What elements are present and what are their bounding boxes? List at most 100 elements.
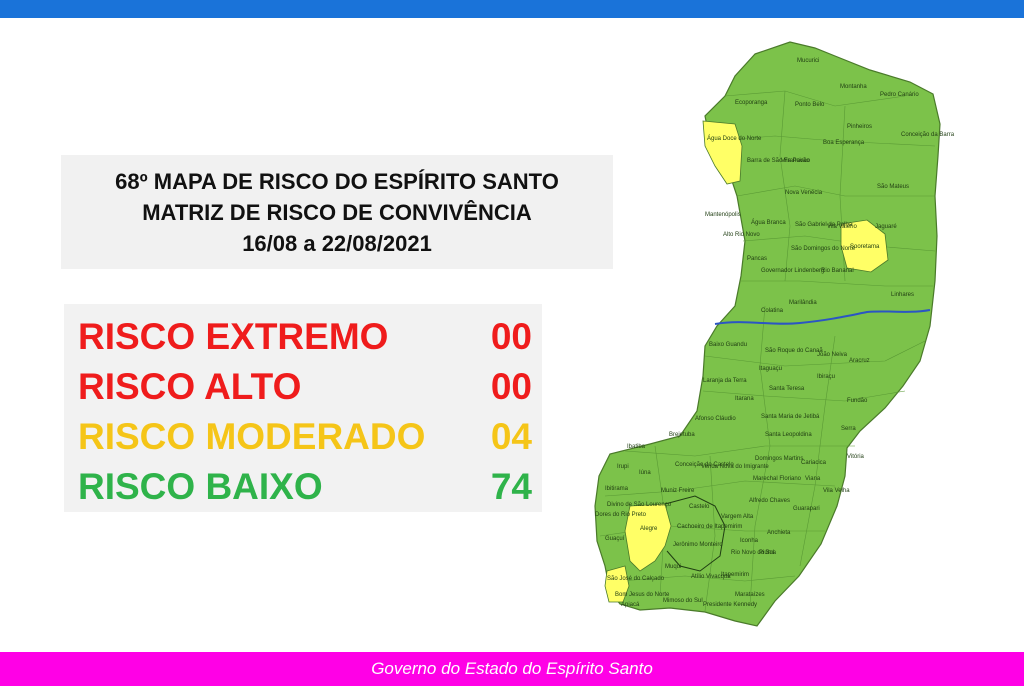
map-label: Cachoeiro de Itapemirim xyxy=(677,524,743,530)
state-map-svg xyxy=(594,41,941,627)
map-label: Vitória xyxy=(847,454,864,460)
map-label: Fundão xyxy=(847,398,868,404)
risk-count-alto: 00 xyxy=(490,366,532,407)
map-label: Apiacá xyxy=(621,602,640,608)
map-label: Piúma xyxy=(759,550,777,556)
map-label: Viana xyxy=(805,476,821,482)
map-label: Baixo Guandu xyxy=(709,342,748,348)
footer-government-text: Governo do Estado do Espírito Santo xyxy=(371,659,653,678)
map-label: Mimoso do Sul xyxy=(663,598,703,604)
map-label: Vila Pavão xyxy=(781,158,810,164)
map-label: Anchieta xyxy=(767,530,791,536)
title-line-1: 68º MAPA DE RISCO DO ESPÍRITO SANTO xyxy=(115,168,559,194)
risk-label-alto: RISCO ALTO xyxy=(78,366,302,407)
map-label: Pinheiros xyxy=(847,124,873,130)
map-label: Santa Teresa xyxy=(769,386,805,392)
map-label: Pancas xyxy=(747,256,768,262)
map-label: Pedro Canário xyxy=(880,92,919,98)
map-label: Jaguaré xyxy=(875,224,897,230)
risk-row-alto: RISCO ALTO 00 xyxy=(78,362,532,412)
risk-row-baixo: RISCO BAIXO 74 xyxy=(78,462,532,512)
map-label: Brejetuba xyxy=(669,432,695,438)
cachoeiro-border xyxy=(664,495,726,572)
map-label: Itaguaçu xyxy=(759,366,783,372)
yellow-area-alegre xyxy=(624,503,672,572)
map-label: Marilândia xyxy=(789,300,817,306)
map-label: Cariacica xyxy=(801,460,827,466)
map-label: Vila Velha xyxy=(823,488,850,494)
rio-doce-river xyxy=(714,309,931,325)
espirito-santo-risk-map: Mucurici Montanha Pedro Canário Ecoporan… xyxy=(585,36,955,636)
map-label: Muqui xyxy=(665,564,682,570)
map-label: Santa Maria de Jetibá xyxy=(761,414,820,420)
map-label: Mantenópolis xyxy=(705,212,741,218)
map-label: Ibiraçu xyxy=(817,374,836,380)
map-label: Alfredo Chaves xyxy=(749,498,791,504)
map-label: Rio Novo do Sul xyxy=(731,550,775,556)
state-outline xyxy=(594,41,941,627)
map-label: Conceição do Castelo xyxy=(675,462,734,468)
map-label: Ibatiba xyxy=(627,444,646,450)
map-label: Venda Nova do Imigrante xyxy=(701,464,769,470)
map-label: Aracruz xyxy=(849,358,870,364)
map-label: Itarana xyxy=(735,396,754,402)
map-label: Irupi xyxy=(617,464,629,470)
map-label: Presidente Kennedy xyxy=(703,602,758,608)
map-label: Ponto Belo xyxy=(795,102,825,108)
map-label: Bom Jesus do Norte xyxy=(615,592,670,598)
map-label: Linhares xyxy=(891,292,915,298)
map-label: Ecoporanga xyxy=(735,100,768,106)
map-label: Vargem Alta xyxy=(721,514,754,520)
risk-label-extremo: RISCO EXTREMO xyxy=(78,316,389,357)
map-label: Serra xyxy=(841,426,856,432)
map-label: São Mateus xyxy=(877,184,910,190)
risk-label-moderado: RISCO MODERADO xyxy=(78,416,426,457)
yellow-area-agua-doce xyxy=(702,120,743,185)
map-label: Laranja da Terra xyxy=(703,378,747,384)
map-label: São Domingos do Norte xyxy=(791,246,856,252)
map-label: Muniz Freire xyxy=(661,488,695,494)
map-label: São José do Calçado xyxy=(607,576,665,582)
map-label: Colatina xyxy=(761,308,784,314)
map-label: São Roque do Canaã xyxy=(765,348,823,354)
map-label: Afonso Cláudio xyxy=(695,416,736,422)
map-label: Nova Venécia xyxy=(785,190,823,196)
map-label: Itapemirim xyxy=(721,572,750,578)
risk-count-extremo: 00 xyxy=(490,316,532,357)
map-label: Domingos Martins xyxy=(755,456,804,462)
map-label: Jerônimo Monteiro xyxy=(673,542,723,548)
map-label: João Neiva xyxy=(817,352,848,358)
footer-bar: Governo do Estado do Espírito Santo xyxy=(0,652,1024,686)
map-label: Marataízes xyxy=(735,592,765,598)
risk-row-extremo: RISCO EXTREMO 00 xyxy=(78,312,532,362)
map-label: Barra de São Francisco xyxy=(747,158,811,164)
map-label: Ibitirama xyxy=(605,486,629,492)
yellow-area-sao-jose-calcado xyxy=(604,565,630,603)
map-label: Divino de São Lourenço xyxy=(607,502,672,508)
yellow-area-sooretama xyxy=(840,219,889,273)
map-label: Guarapari xyxy=(793,506,820,512)
map-label: Água Branca xyxy=(751,220,786,226)
map-label: Água Doce do Norte xyxy=(707,136,762,142)
map-label: Vila Valério xyxy=(827,224,857,230)
risk-count-baixo: 74 xyxy=(490,466,532,507)
map-label: Rio Bananal xyxy=(821,268,854,274)
map-label: Boa Esperança xyxy=(823,140,865,146)
title-line-3: 16/08 a 22/08/2021 xyxy=(242,230,432,256)
map-label: Mucurici xyxy=(797,58,820,64)
map-label: Marechal Floriano xyxy=(753,476,802,482)
risk-row-moderado: RISCO MODERADO 04 xyxy=(78,412,532,462)
map-label: Castelo xyxy=(689,504,710,510)
map-label: Alto Rio Novo xyxy=(723,232,760,238)
risk-label-baixo: RISCO BAIXO xyxy=(78,466,323,507)
map-label: Santa Leopoldina xyxy=(765,432,812,438)
map-label: Atílio Vivacqua xyxy=(691,574,731,580)
map-label: Iconha xyxy=(740,538,759,544)
map-label: Dores do Rio Preto xyxy=(595,512,647,518)
map-label: Alegre xyxy=(640,526,658,532)
map-label: Governador Lindenberg xyxy=(761,268,825,274)
top-color-bar xyxy=(0,0,1024,18)
risk-summary-panel: RISCO EXTREMO 00 RISCO ALTO 00 RISCO MOD… xyxy=(64,304,542,512)
map-label: Guaçuí xyxy=(605,536,625,542)
map-label: Montanha xyxy=(840,84,867,90)
